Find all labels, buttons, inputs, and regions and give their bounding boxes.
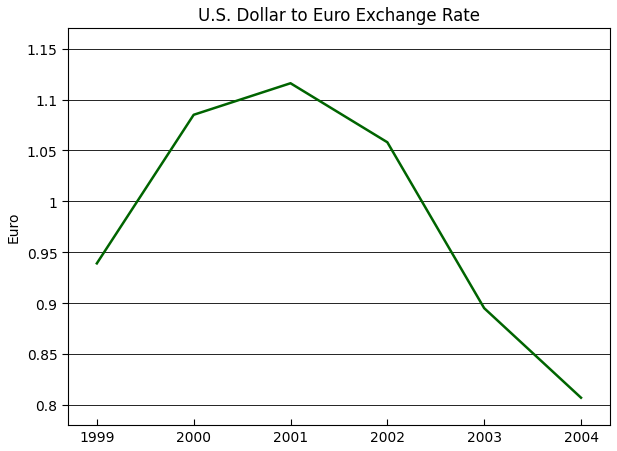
Title: U.S. Dollar to Euro Exchange Rate: U.S. Dollar to Euro Exchange Rate xyxy=(198,7,480,25)
Y-axis label: Euro: Euro xyxy=(7,212,21,243)
